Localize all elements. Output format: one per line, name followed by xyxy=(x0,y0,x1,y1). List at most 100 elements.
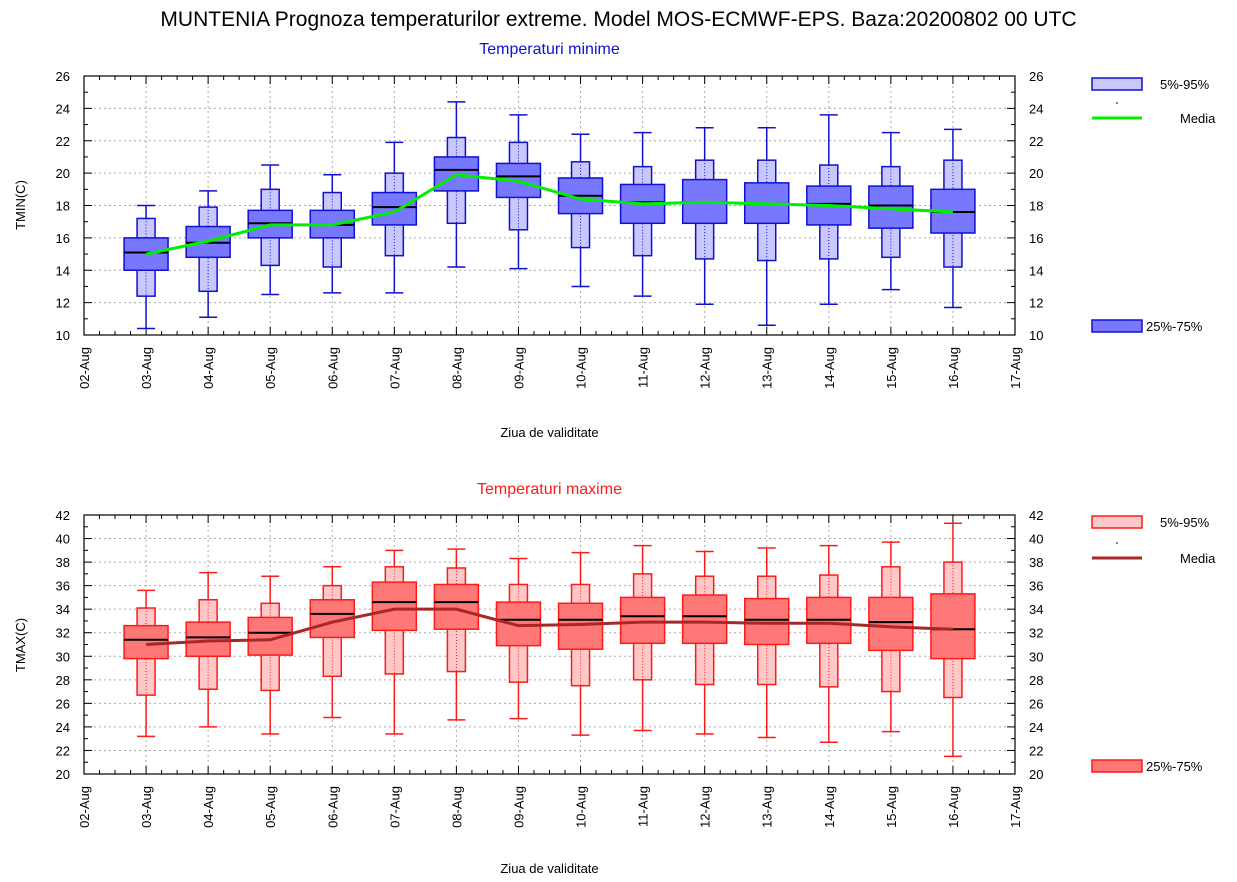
tick-label-x: 12-Aug xyxy=(698,347,713,389)
tick-label-y: 12 xyxy=(56,296,70,311)
box-03-Aug xyxy=(123,589,169,738)
tick-label-x: 14-Aug xyxy=(822,347,837,389)
tick-label-x: 16-Aug xyxy=(946,347,961,389)
mean-line xyxy=(145,607,953,646)
box-25-75 xyxy=(868,596,914,652)
tick-label-y-right: 10 xyxy=(1029,328,1043,343)
y-axis-label: TMIN(C) xyxy=(13,180,28,230)
box-04-Aug xyxy=(185,571,231,728)
tick-label-y: 38 xyxy=(56,555,70,570)
tick-label-y-right: 40 xyxy=(1029,532,1043,547)
legend-label-25-75: 25%-75% xyxy=(1146,759,1203,774)
tick-label-y: 40 xyxy=(56,532,70,547)
tick-label-x: 17-Aug xyxy=(1008,347,1023,389)
tick-label-y-right: 28 xyxy=(1029,673,1043,688)
tick-label-x: 03-Aug xyxy=(139,786,154,828)
box-05-Aug xyxy=(247,575,293,735)
tick-label-y: 24 xyxy=(56,101,70,116)
box-15-Aug xyxy=(868,131,914,291)
tick-label-y-right: 22 xyxy=(1029,743,1043,758)
tick-label-x: 10-Aug xyxy=(574,347,589,389)
box-06-Aug xyxy=(309,173,356,294)
tick-label-x: 13-Aug xyxy=(760,786,775,828)
tick-label-x: 08-Aug xyxy=(449,786,464,828)
tick-label-y: 20 xyxy=(56,767,70,782)
tick-label-x: 04-Aug xyxy=(201,347,216,389)
tick-label-x: 14-Aug xyxy=(822,786,837,828)
tick-label-y: 32 xyxy=(56,626,70,641)
box-07-Aug xyxy=(371,549,418,735)
page-title: MUNTENIA Prognoza temperaturilor extreme… xyxy=(160,8,1077,31)
tick-label-x: 07-Aug xyxy=(387,786,402,828)
legend-label-mean: Media xyxy=(1180,111,1216,126)
tick-label-y-right: 32 xyxy=(1029,626,1043,641)
tick-label-x: 17-Aug xyxy=(1008,786,1023,828)
box-25-75 xyxy=(433,583,480,630)
tick-label-y-right: 38 xyxy=(1029,555,1043,570)
box-12-Aug xyxy=(681,127,728,305)
tick-label-y-right: 26 xyxy=(1029,696,1043,711)
tick-label-y: 14 xyxy=(56,263,70,278)
tick-label-y: 10 xyxy=(56,328,70,343)
box-08-Aug xyxy=(433,548,480,721)
tick-label-x: 07-Aug xyxy=(387,347,402,389)
chart-title: Temperaturi minime xyxy=(479,41,620,58)
tick-label-x: 08-Aug xyxy=(449,347,464,389)
legend-swatch-5-95 xyxy=(1091,77,1143,91)
tick-label-y-right: 16 xyxy=(1029,231,1043,246)
tick-label-y: 16 xyxy=(56,231,70,246)
tick-label-x: 09-Aug xyxy=(511,347,526,389)
tick-label-x: 02-Aug xyxy=(77,347,92,389)
legend-swatch-25-75 xyxy=(1091,759,1143,773)
tick-label-x: 11-Aug xyxy=(636,347,651,388)
tick-label-y: 22 xyxy=(56,743,70,758)
tick-label-x: 05-Aug xyxy=(263,786,278,828)
tick-label-x: 06-Aug xyxy=(325,786,340,828)
tick-label-x: 15-Aug xyxy=(884,786,899,828)
box-10-Aug xyxy=(557,551,604,736)
box-15-Aug xyxy=(868,541,914,733)
mean-line xyxy=(145,173,954,256)
box-07-Aug xyxy=(371,141,418,294)
tick-label-x: 09-Aug xyxy=(511,786,526,828)
tmin-chart: Temperaturi minime 10 10 12 12 14 14 16 16 18 18 20… xyxy=(13,41,1216,440)
legend-label-5-95: 5%-95% xyxy=(1160,515,1210,530)
chart-title: Temperaturi maxime xyxy=(477,481,622,498)
tick-label-y-right: 30 xyxy=(1029,649,1043,664)
x-axis-label: Ziua de validitate xyxy=(500,861,598,876)
plot-frame xyxy=(83,75,1016,336)
box-06-Aug xyxy=(309,566,356,719)
box-14-Aug xyxy=(806,114,852,305)
tick-label-y-right: 20 xyxy=(1029,166,1043,181)
box-09-Aug xyxy=(495,557,542,720)
box-16-Aug xyxy=(930,128,976,309)
tick-label-y-right: 20 xyxy=(1029,767,1043,782)
legend-label-25-75: 25%-75% xyxy=(1146,319,1203,334)
box-25-75 xyxy=(123,624,169,660)
legend-swatch-5-95 xyxy=(1091,515,1143,529)
y-axis-label: TMAX(C) xyxy=(13,618,28,672)
tick-label-x: 12-Aug xyxy=(698,786,713,828)
tick-label-y: 28 xyxy=(56,673,70,688)
box-09-Aug xyxy=(495,114,542,270)
tick-label-x: 13-Aug xyxy=(760,347,775,389)
tick-label-y-right: 34 xyxy=(1029,602,1043,617)
tick-label-x: 10-Aug xyxy=(574,786,589,828)
legend-swatch-25-75 xyxy=(1091,319,1143,333)
box-13-Aug xyxy=(743,127,790,327)
x-axis-label: Ziua de validitate xyxy=(500,425,598,440)
box-16-Aug xyxy=(930,522,976,758)
box-11-Aug xyxy=(619,544,666,732)
tick-label-x: 04-Aug xyxy=(201,786,216,828)
legend-mean-dot xyxy=(1116,542,1118,544)
box-14-Aug xyxy=(806,544,852,743)
box-10-Aug xyxy=(557,133,604,288)
box-12-Aug xyxy=(681,550,728,735)
legend-mean-dot xyxy=(1116,102,1118,104)
box-25-75 xyxy=(371,191,418,226)
tick-label-y: 24 xyxy=(56,720,70,735)
box-11-Aug xyxy=(619,131,666,297)
tick-label-y-right: 24 xyxy=(1029,720,1043,735)
box-03-Aug xyxy=(123,204,169,330)
tick-label-y: 18 xyxy=(56,199,70,214)
